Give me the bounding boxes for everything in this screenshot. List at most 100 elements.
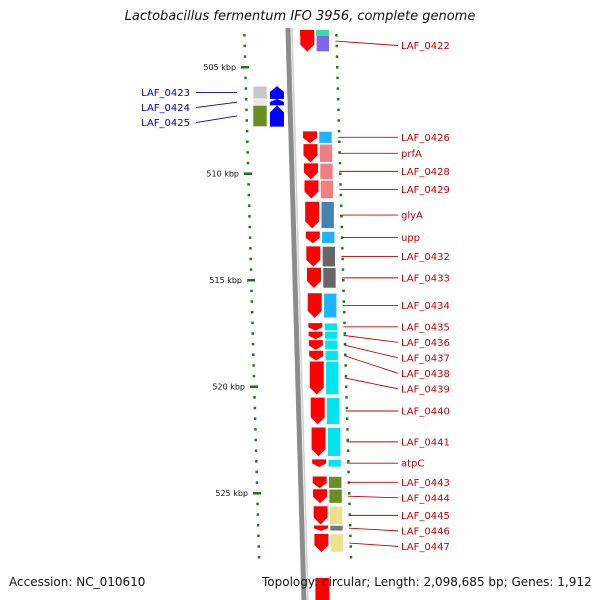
scale-tick (251, 321, 254, 325)
scale-tick (249, 257, 252, 261)
reverse-gene-arrow (270, 98, 284, 106)
forward-gene-arrow (305, 201, 320, 229)
scale-tick (256, 523, 260, 527)
scale-tick (349, 545, 352, 548)
scale-tick (247, 183, 250, 186)
scale-tick (248, 215, 251, 218)
scale-tick (344, 364, 347, 367)
scale-tick (339, 183, 342, 186)
scale-tick (343, 321, 346, 325)
gene-label: LAF_0438 (401, 369, 450, 380)
scale-tick (340, 225, 344, 229)
major-tick (252, 492, 261, 495)
scale-tick (348, 523, 352, 527)
cog-category-bar (328, 476, 342, 489)
scale-tick (335, 34, 338, 37)
scale-tick (342, 300, 346, 303)
gene-label: LAF_0424 (141, 103, 190, 114)
major-tick-label: 510 kbp (206, 170, 239, 179)
forward-gene-arrow (306, 267, 321, 289)
scale-tick (257, 555, 261, 559)
scale-tick (348, 513, 352, 516)
reverse-gene-arrow (270, 86, 284, 99)
scale-tick (252, 364, 255, 367)
scale-tick (255, 460, 258, 463)
gene-label: LAF_0444 (401, 493, 450, 504)
forward-gene-arrow (313, 506, 328, 525)
gene-label: LAF_0436 (401, 338, 450, 349)
label-leader-line (195, 101, 238, 109)
scale-tick (254, 438, 258, 442)
forward-gene-arrow (311, 427, 326, 457)
scale-tick (248, 225, 252, 229)
cog-category-bar (319, 143, 333, 163)
forward-gene-fragment (315, 578, 330, 600)
backbone-layer (285, 27, 309, 600)
scale-tick (345, 385, 348, 388)
gene-layer (252, 30, 344, 600)
scale-tick (342, 279, 345, 282)
gene-label: LAF_0447 (401, 542, 450, 553)
scale-tick (245, 108, 248, 112)
gene-label: LAF_0437 (401, 353, 450, 364)
label-leader-line (344, 377, 399, 390)
scale-tick (347, 492, 351, 495)
scale-tick (344, 374, 348, 378)
gene-label: LAF_0441 (401, 437, 450, 448)
scale-tick (246, 161, 250, 165)
gene-label: glyA (401, 211, 423, 222)
scale-tick (253, 417, 257, 420)
forward-gene-arrow (314, 533, 329, 553)
scale-tick (254, 449, 258, 452)
scale-tick (346, 438, 350, 442)
gene-label: LAF_0446 (401, 526, 450, 537)
scale-tick (349, 555, 353, 559)
forward-gene-arrow (313, 489, 328, 504)
cog-category-bar (320, 180, 334, 199)
gene-label: LAF_0422 (401, 41, 450, 52)
scale-tick (341, 247, 344, 250)
scale-tick (341, 268, 345, 271)
label-leader-line (343, 355, 399, 374)
scale-tick (342, 310, 346, 314)
scale-tick (339, 204, 343, 207)
cog-category-bar (252, 105, 268, 127)
cog-category-bar (319, 163, 334, 180)
forward-gene-arrow (307, 293, 322, 318)
scale-tick (257, 545, 260, 548)
label-leader-line (343, 334, 399, 343)
scale-tick (246, 151, 249, 154)
forward-gene-arrow (303, 144, 318, 163)
gene-label: LAF_0439 (401, 384, 450, 395)
forward-gene-arrow (310, 397, 325, 425)
gene-label: LAF_0426 (401, 133, 450, 144)
scale-tick (253, 396, 256, 399)
forward-gene-arrow (309, 361, 324, 395)
map-title: Lactobacillus fermentum IFO 3956, comple… (124, 9, 476, 24)
scale-tick (339, 193, 343, 197)
scale-tick (344, 353, 347, 357)
scale-tick (244, 76, 247, 80)
scale-tick (251, 342, 255, 346)
scale-tick (337, 129, 341, 133)
backbone (285, 27, 307, 600)
scale-tick (338, 140, 341, 144)
scale-tick (254, 428, 257, 431)
gene-label: atpC (401, 459, 424, 470)
cog-category-bar (329, 525, 344, 532)
gene-label: LAF_0443 (401, 478, 450, 489)
scale-tick (339, 172, 342, 175)
scale-tick (349, 534, 352, 538)
gene-label: LAF_0425 (141, 118, 190, 129)
scale-tick (336, 66, 339, 69)
scale-tick (345, 417, 349, 420)
cog-category-bar (316, 30, 329, 36)
scale-tick (250, 300, 254, 303)
cog-category-bar (325, 361, 340, 395)
cog-category-bar (324, 331, 338, 340)
forward-gene-arrow (305, 231, 320, 244)
scale-tick (243, 34, 246, 37)
major-tick (247, 279, 256, 282)
scale-tick (253, 406, 257, 410)
scale-tick (251, 332, 255, 335)
